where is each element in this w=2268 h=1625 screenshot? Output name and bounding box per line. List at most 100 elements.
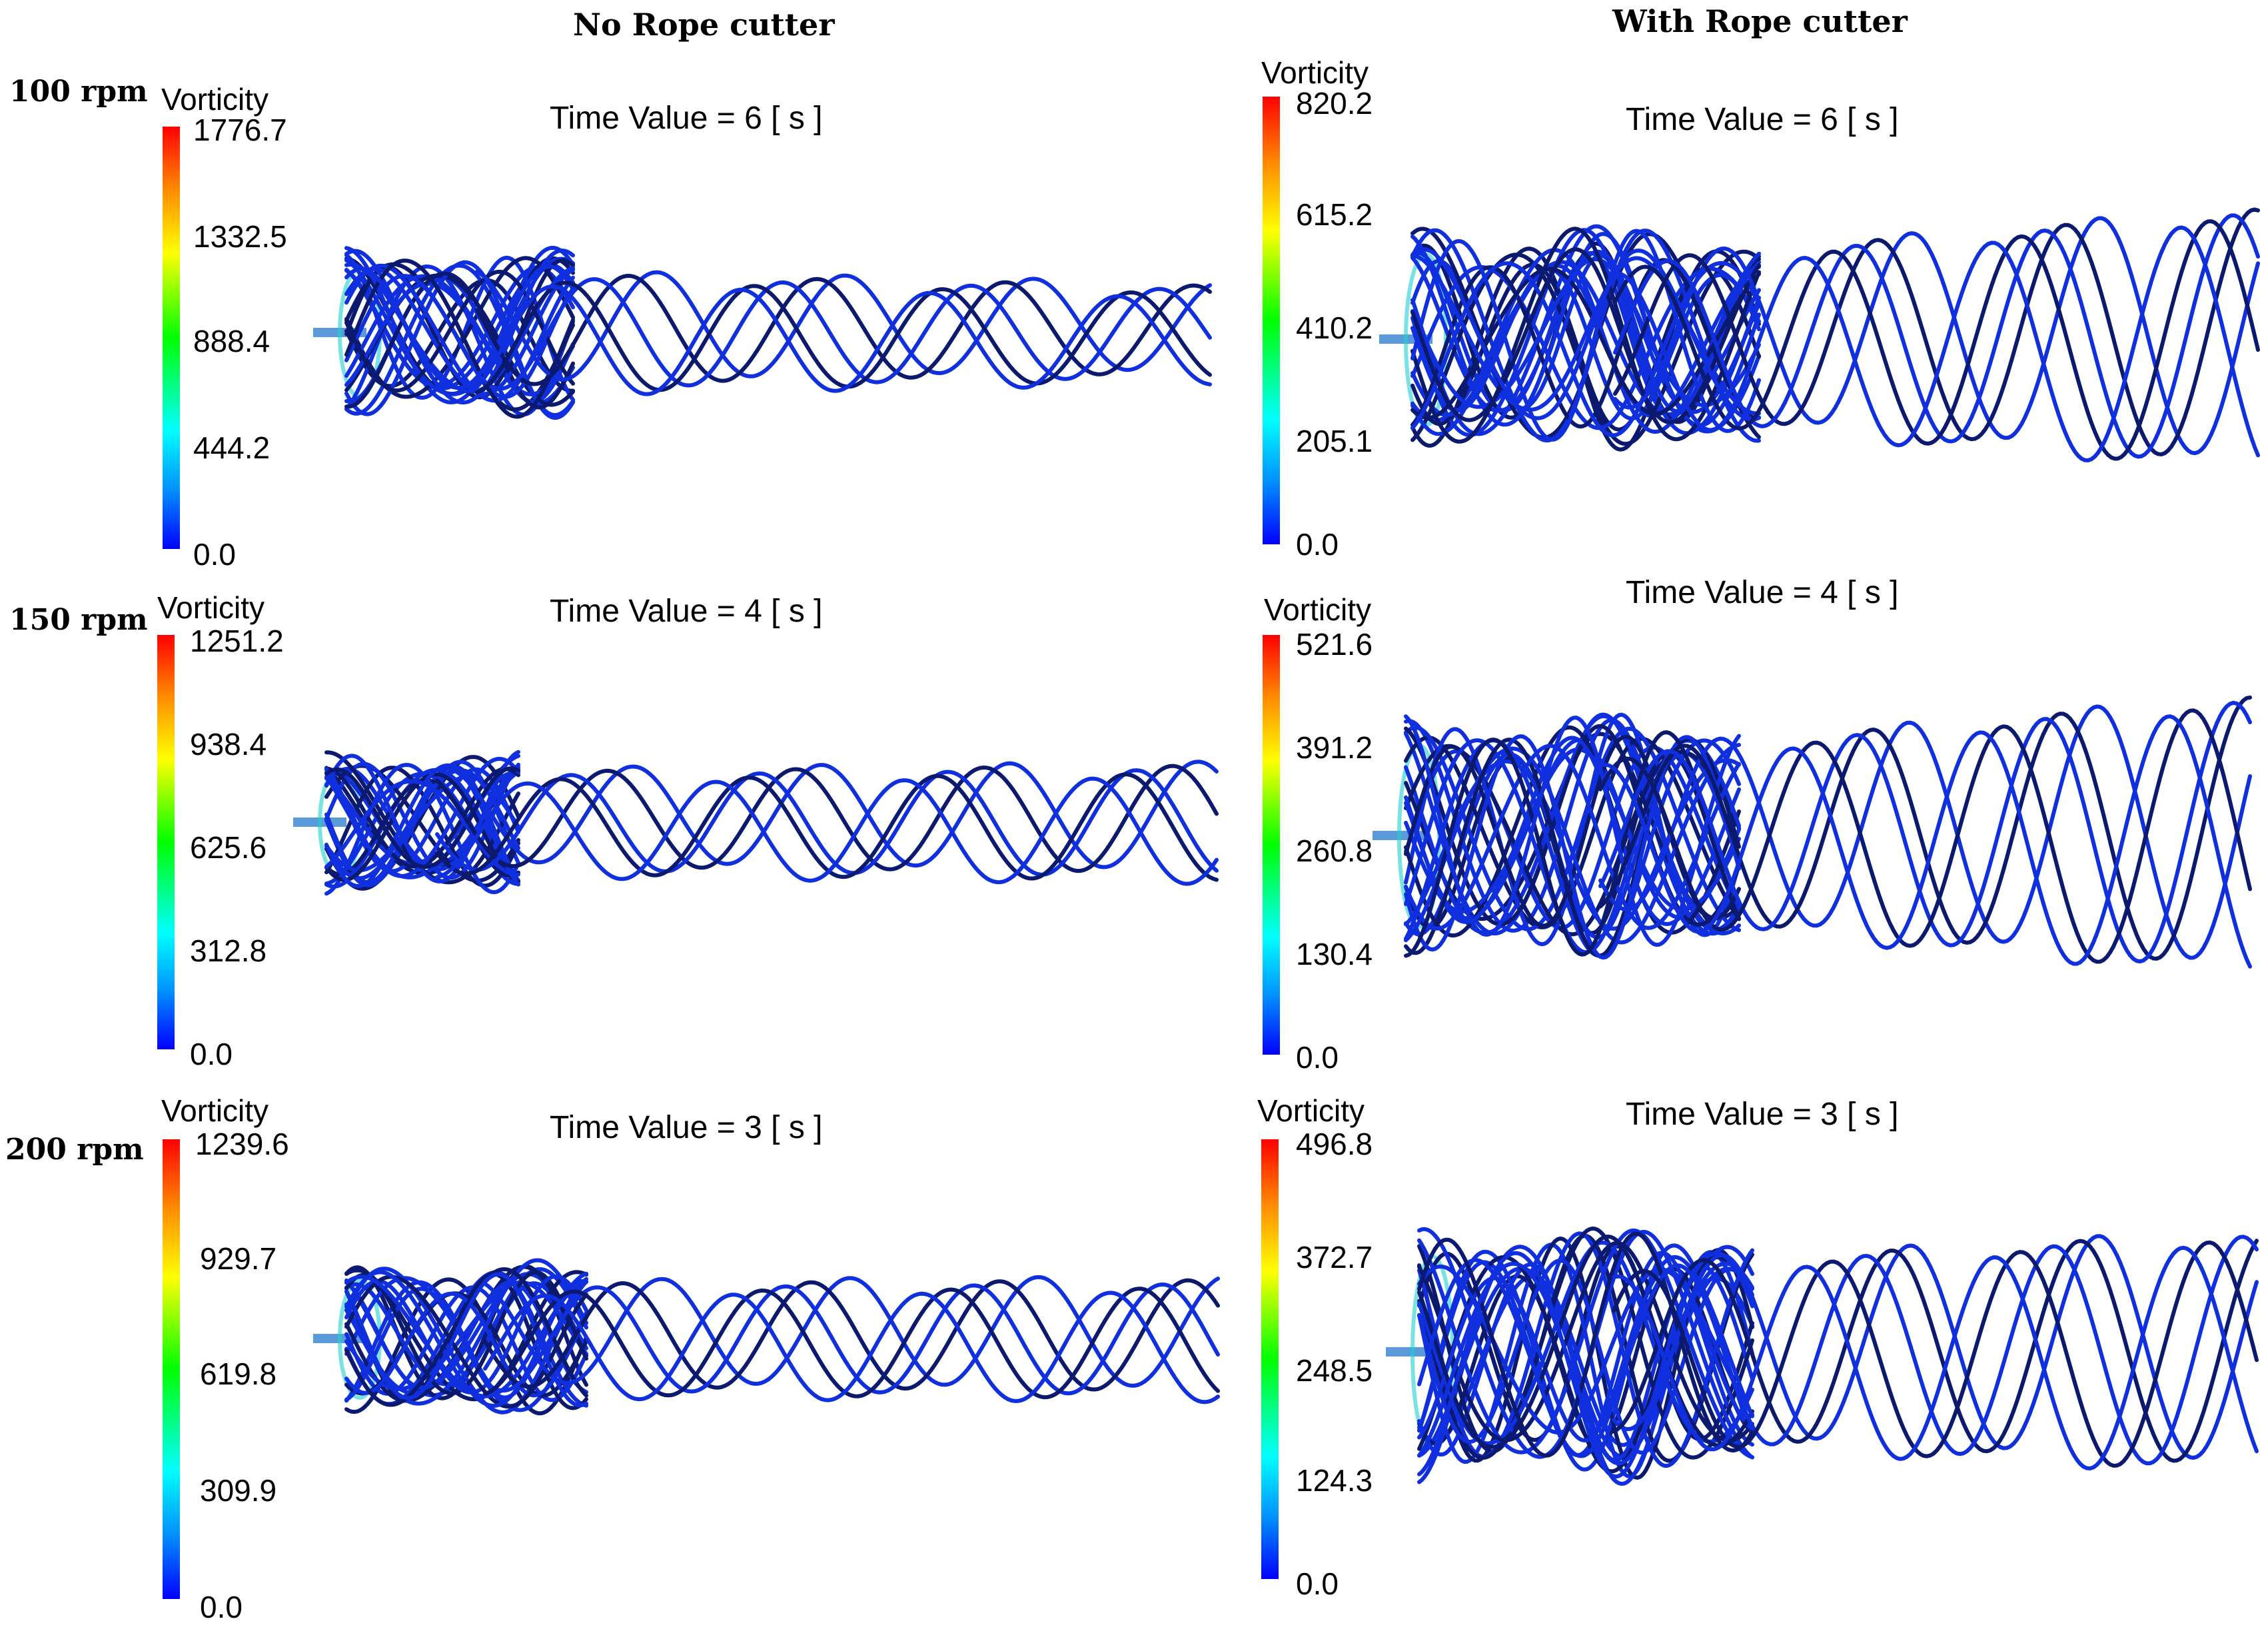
streamline — [1417, 1228, 1754, 1460]
streamline — [1417, 1241, 1754, 1443]
streamline — [344, 1267, 588, 1407]
row-label-150rpm: 150 rpm — [9, 603, 148, 637]
time-value-label: Time Value = 6 [ s ] — [550, 101, 823, 136]
streamline — [1404, 714, 1741, 947]
streamline — [1404, 744, 1741, 931]
column-header-no-rope-cutter: No Rope cutter — [573, 7, 835, 43]
legend-tick: 1332.5 — [193, 219, 287, 254]
streamline — [324, 779, 520, 877]
legend-tick: 938.4 — [190, 727, 267, 762]
row-label-100rpm: 100 rpm — [9, 75, 148, 109]
streamline — [475, 269, 1212, 382]
streamline — [1612, 1240, 2259, 1468]
streamline — [344, 249, 575, 405]
streamline — [324, 762, 520, 880]
legend-tick: 205.1 — [1296, 424, 1373, 458]
streamline — [1598, 714, 2252, 969]
streamline — [344, 259, 575, 419]
legend-tick: 521.6 — [1296, 627, 1373, 662]
streamline — [344, 1275, 588, 1395]
streamline — [1417, 1251, 1754, 1479]
streamline — [1612, 1245, 2259, 1471]
streamline — [1404, 725, 1741, 938]
streamline-plot — [313, 1258, 1220, 1416]
vorticity-colorbar — [1261, 1139, 1279, 1579]
legend-tick: 260.8 — [1296, 833, 1373, 868]
legend-tick: 888.4 — [193, 324, 271, 358]
legend-title: Vorticity — [161, 1093, 269, 1128]
legend-tick: 496.8 — [1296, 1127, 1373, 1161]
legend-tick: 0.0 — [190, 1037, 233, 1071]
streamline — [475, 280, 1212, 394]
streamline — [1411, 227, 1761, 444]
streamline — [1612, 1234, 2259, 1460]
streamline — [435, 760, 1219, 869]
streamline-plot — [1379, 207, 2260, 463]
streamline-plot — [293, 750, 1219, 896]
streamline — [483, 1291, 1220, 1404]
time-value-label: Time Value = 4 [ s ] — [550, 594, 823, 629]
vorticity-colorbar — [1263, 97, 1280, 544]
streamline — [435, 772, 1219, 882]
streamline-plot — [1386, 1226, 2259, 1486]
legend-title: Vorticity — [161, 82, 269, 117]
streamline — [344, 1275, 588, 1409]
streamline — [435, 776, 1219, 886]
streamline-plot — [313, 245, 1212, 420]
streamline — [1411, 257, 1761, 409]
vorticity-colorbar — [163, 1139, 180, 1599]
legend-tick: 625.6 — [190, 830, 267, 865]
streamline-plot — [1373, 695, 2252, 969]
vorticity-colorbar — [157, 635, 175, 1049]
streamline — [1417, 1255, 1754, 1458]
streamline — [344, 1270, 588, 1408]
streamline — [344, 264, 575, 390]
streamline — [344, 260, 575, 420]
legend-tick: 0.0 — [1296, 527, 1339, 562]
streamline — [435, 768, 1219, 877]
streamline — [1411, 229, 1761, 442]
streamline — [1404, 743, 1741, 945]
legend-tick: 0.0 — [1296, 1040, 1339, 1075]
streamline — [1612, 1239, 2259, 1463]
streamline — [1404, 736, 1741, 958]
legend-tick: 391.2 — [1296, 730, 1373, 765]
streamline — [1404, 730, 1741, 958]
streamline — [324, 766, 520, 869]
streamline — [344, 263, 575, 403]
legend-tick: 615.2 — [1296, 197, 1373, 232]
legend-tick: 1251.2 — [190, 624, 284, 658]
streamline — [1417, 1231, 1754, 1458]
streamline — [475, 284, 1212, 396]
time-value-label: Time Value = 3 [ s ] — [550, 1110, 823, 1145]
legend-tick: 444.2 — [193, 430, 271, 465]
streamline — [344, 1281, 588, 1386]
streamline — [1417, 1258, 1754, 1455]
streamline — [1612, 1235, 2259, 1466]
time-value-label: Time Value = 4 [ s ] — [1626, 575, 1899, 610]
streamline — [344, 269, 575, 393]
streamline — [1404, 738, 1741, 958]
column-header-with-rope-cutter: With Rope cutter — [1612, 3, 1908, 39]
streamline — [1417, 1261, 1754, 1466]
streamline — [1411, 247, 1761, 424]
legend-tick: 312.8 — [190, 933, 267, 968]
legend-tick: 410.2 — [1296, 310, 1373, 345]
time-value-label: Time Value = 6 [ s ] — [1626, 102, 1899, 137]
streamline — [1598, 700, 2252, 964]
streamline — [324, 762, 520, 896]
vorticity-colorbar — [163, 127, 180, 549]
legend-title: Vorticity — [1257, 1093, 1365, 1128]
legend-tick: 124.3 — [1296, 1463, 1373, 1498]
legend-title: Vorticity — [1261, 55, 1369, 90]
streamline — [1417, 1234, 1754, 1449]
streamline — [1411, 258, 1761, 429]
streamline — [1613, 216, 2260, 456]
legend-tick: 372.7 — [1296, 1240, 1373, 1275]
streamline — [1598, 708, 2252, 964]
legend-tick: 1239.6 — [195, 1127, 289, 1161]
streamline — [483, 1275, 1220, 1388]
streamline — [1613, 225, 2260, 463]
streamline — [483, 1282, 1220, 1396]
streamline — [1417, 1226, 1754, 1460]
